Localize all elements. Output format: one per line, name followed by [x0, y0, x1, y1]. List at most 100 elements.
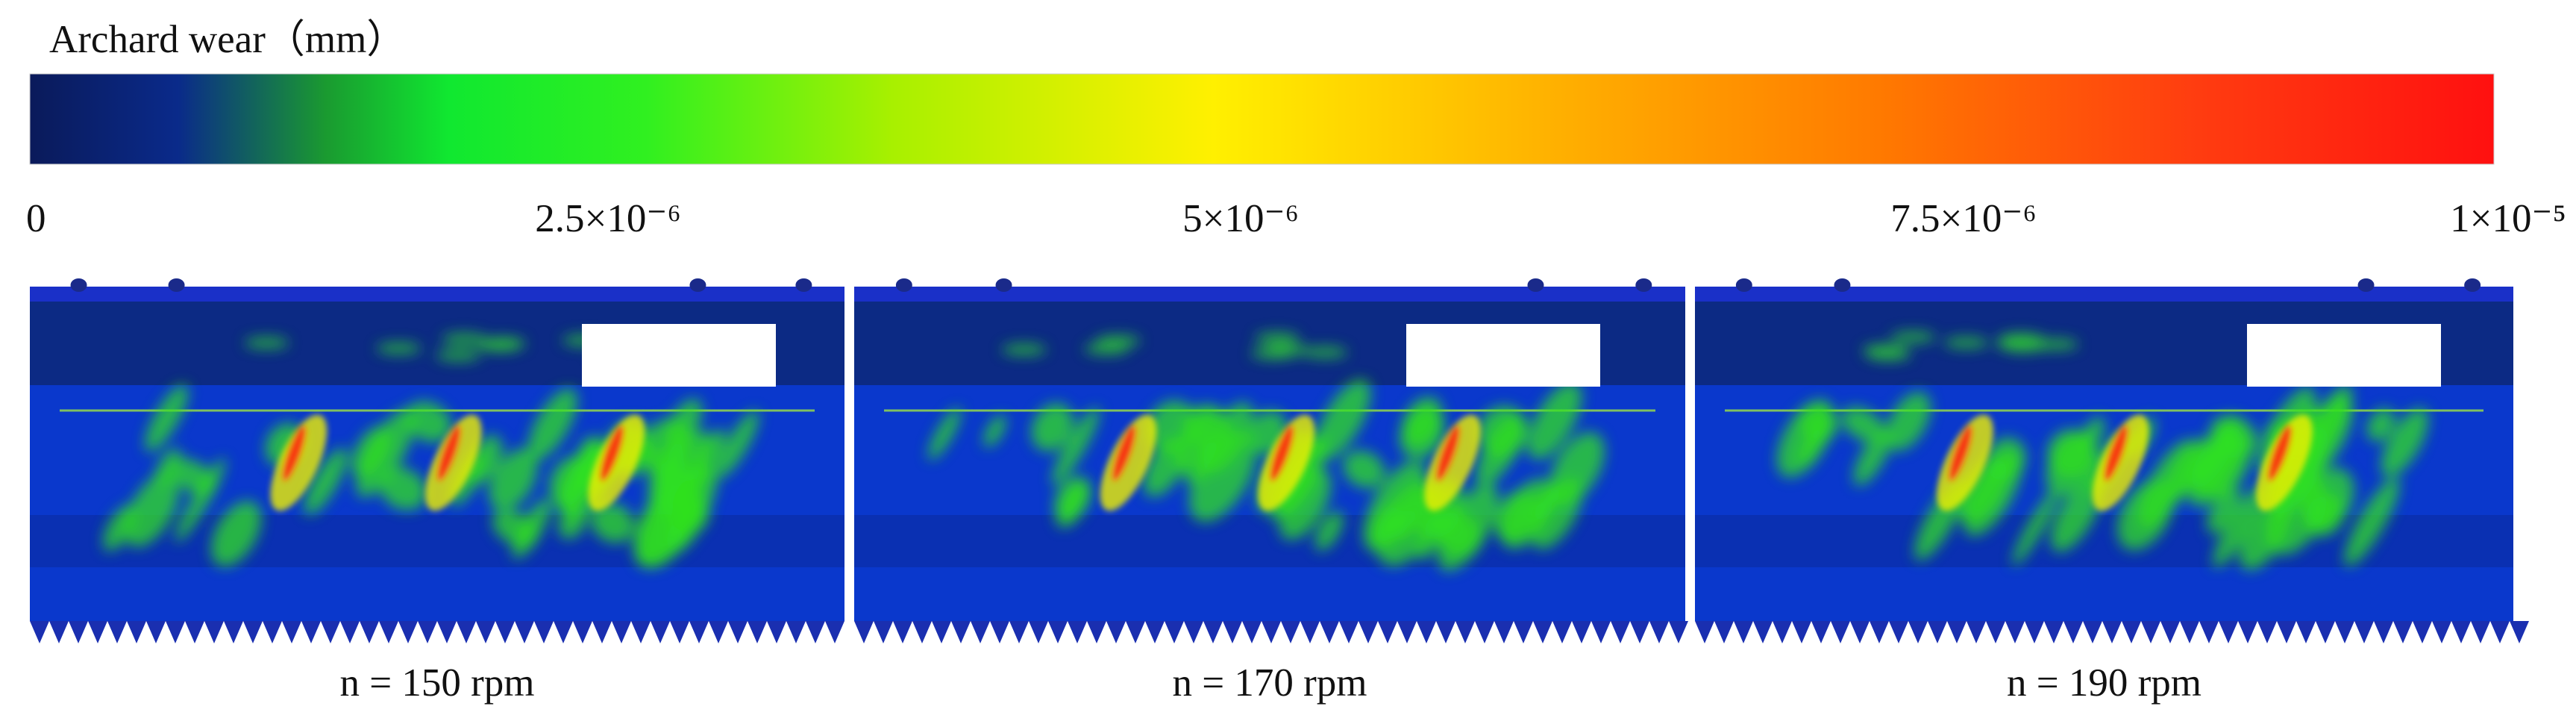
wear-green: [1885, 392, 1931, 452]
bolt: [895, 278, 912, 292]
wear-green: [1841, 407, 1884, 442]
wear-hot: [270, 414, 645, 511]
wear-green: [2192, 415, 2240, 489]
wear-green: [1096, 334, 1141, 347]
lower-band: [1695, 515, 2513, 567]
teeth: [854, 621, 1688, 643]
wear-green: [2001, 340, 2046, 352]
window: [1406, 324, 1600, 387]
wear-yellow: [1100, 414, 1157, 511]
wear-green: [1776, 399, 1834, 478]
wear-hot: [1100, 414, 1481, 511]
colorbar-tick-label: 0: [26, 197, 46, 240]
bolt: [2357, 278, 2375, 292]
bolt: [689, 278, 706, 292]
colorbar-tick-label: 5×10⁻⁶: [1182, 197, 1299, 240]
wear-green: [1279, 468, 1332, 540]
wear-green: [379, 467, 427, 511]
wear-green: [175, 458, 226, 543]
wear-green: [1174, 408, 1217, 473]
panel-label: n = 170 rpm: [1172, 661, 1367, 705]
wear-yellow: [1258, 414, 1315, 511]
wear-green: [2381, 408, 2429, 478]
wear-red: [282, 425, 307, 481]
wear-green: [145, 384, 189, 452]
wear-green: [1314, 379, 1371, 461]
wear-green: [477, 339, 522, 352]
wear-red: [1436, 425, 1461, 481]
wear-green: [1400, 407, 1445, 460]
wear-panel: [1695, 278, 2529, 643]
wear-green: [1866, 349, 1911, 361]
wear-green: [2344, 477, 2400, 567]
bolt: [795, 278, 812, 292]
wear-green: [1370, 505, 1400, 545]
wear-green: [124, 472, 180, 547]
wear-green: [492, 510, 537, 546]
wear-green: [1494, 490, 1539, 543]
wear-green: [1051, 407, 1100, 486]
wear-red: [1948, 425, 1973, 481]
wear-green: [1314, 511, 1344, 551]
wear-red: [2104, 425, 2128, 481]
wear-yellow: [2092, 414, 2149, 511]
wear-panel: [854, 278, 1688, 643]
colorbar-tick-label: 2.5×10⁻⁶: [535, 197, 681, 240]
wear-green: [1188, 430, 1257, 522]
wear-green: [928, 408, 962, 461]
wear-red: [2267, 425, 2292, 481]
wear-green: [441, 333, 486, 346]
wear-green: [1964, 451, 2022, 537]
wear-green: [1303, 346, 1348, 359]
wear-green: [2138, 440, 2198, 528]
wear-green: [648, 458, 692, 511]
teeth: [1695, 621, 2529, 643]
housing-top: [854, 287, 1685, 302]
wear-green: [1031, 403, 1074, 452]
wear-green: [1254, 332, 1300, 345]
wear-hot: [1937, 414, 2313, 511]
wear-green: [527, 388, 577, 461]
bolt: [70, 278, 87, 292]
wear-green: [2207, 487, 2241, 534]
wear-green: [1943, 337, 1989, 349]
wear-yellow: [1424, 414, 1481, 511]
housing-top: [30, 287, 844, 302]
bolt: [1834, 278, 1851, 292]
wear-green: [716, 410, 759, 478]
wear-red: [1112, 425, 1136, 481]
colorbar-tick-label: 1×10⁻⁵: [2450, 197, 2566, 240]
wear-green: [1265, 343, 1310, 356]
wear-green: [2046, 431, 2098, 496]
wear-green: [2012, 487, 2059, 566]
wear-red: [1270, 425, 1294, 481]
wear-yellow: [2256, 414, 2313, 511]
wear-yellow: [425, 414, 482, 511]
wear-green: [2051, 477, 2103, 552]
wear-green: [405, 401, 452, 443]
wear-green: [1532, 478, 1582, 549]
panel-label: n = 150 rpm: [339, 661, 534, 705]
bolt: [995, 278, 1012, 292]
wear-green: [244, 337, 289, 349]
wear-green: [489, 449, 538, 511]
colorbar-tick-label: 7.5×10⁻⁶: [1890, 197, 2037, 240]
wear-green: [1798, 425, 1825, 466]
panels: [30, 278, 2529, 643]
colorbar: [29, 73, 2495, 165]
wear-green: [2366, 408, 2395, 442]
wear-green: [1533, 482, 1561, 521]
wear-yellow: [1937, 414, 1993, 511]
housing-top: [1695, 287, 2513, 302]
wear-green: [2305, 493, 2345, 537]
wear-yellow: [588, 414, 645, 511]
wear-green: [436, 349, 481, 362]
window: [2247, 324, 2441, 387]
bolt: [2464, 278, 2481, 292]
wear-green: [351, 425, 391, 478]
bolt: [1527, 278, 1544, 292]
wear-yellow: [270, 414, 328, 511]
wear-green: [633, 474, 702, 568]
